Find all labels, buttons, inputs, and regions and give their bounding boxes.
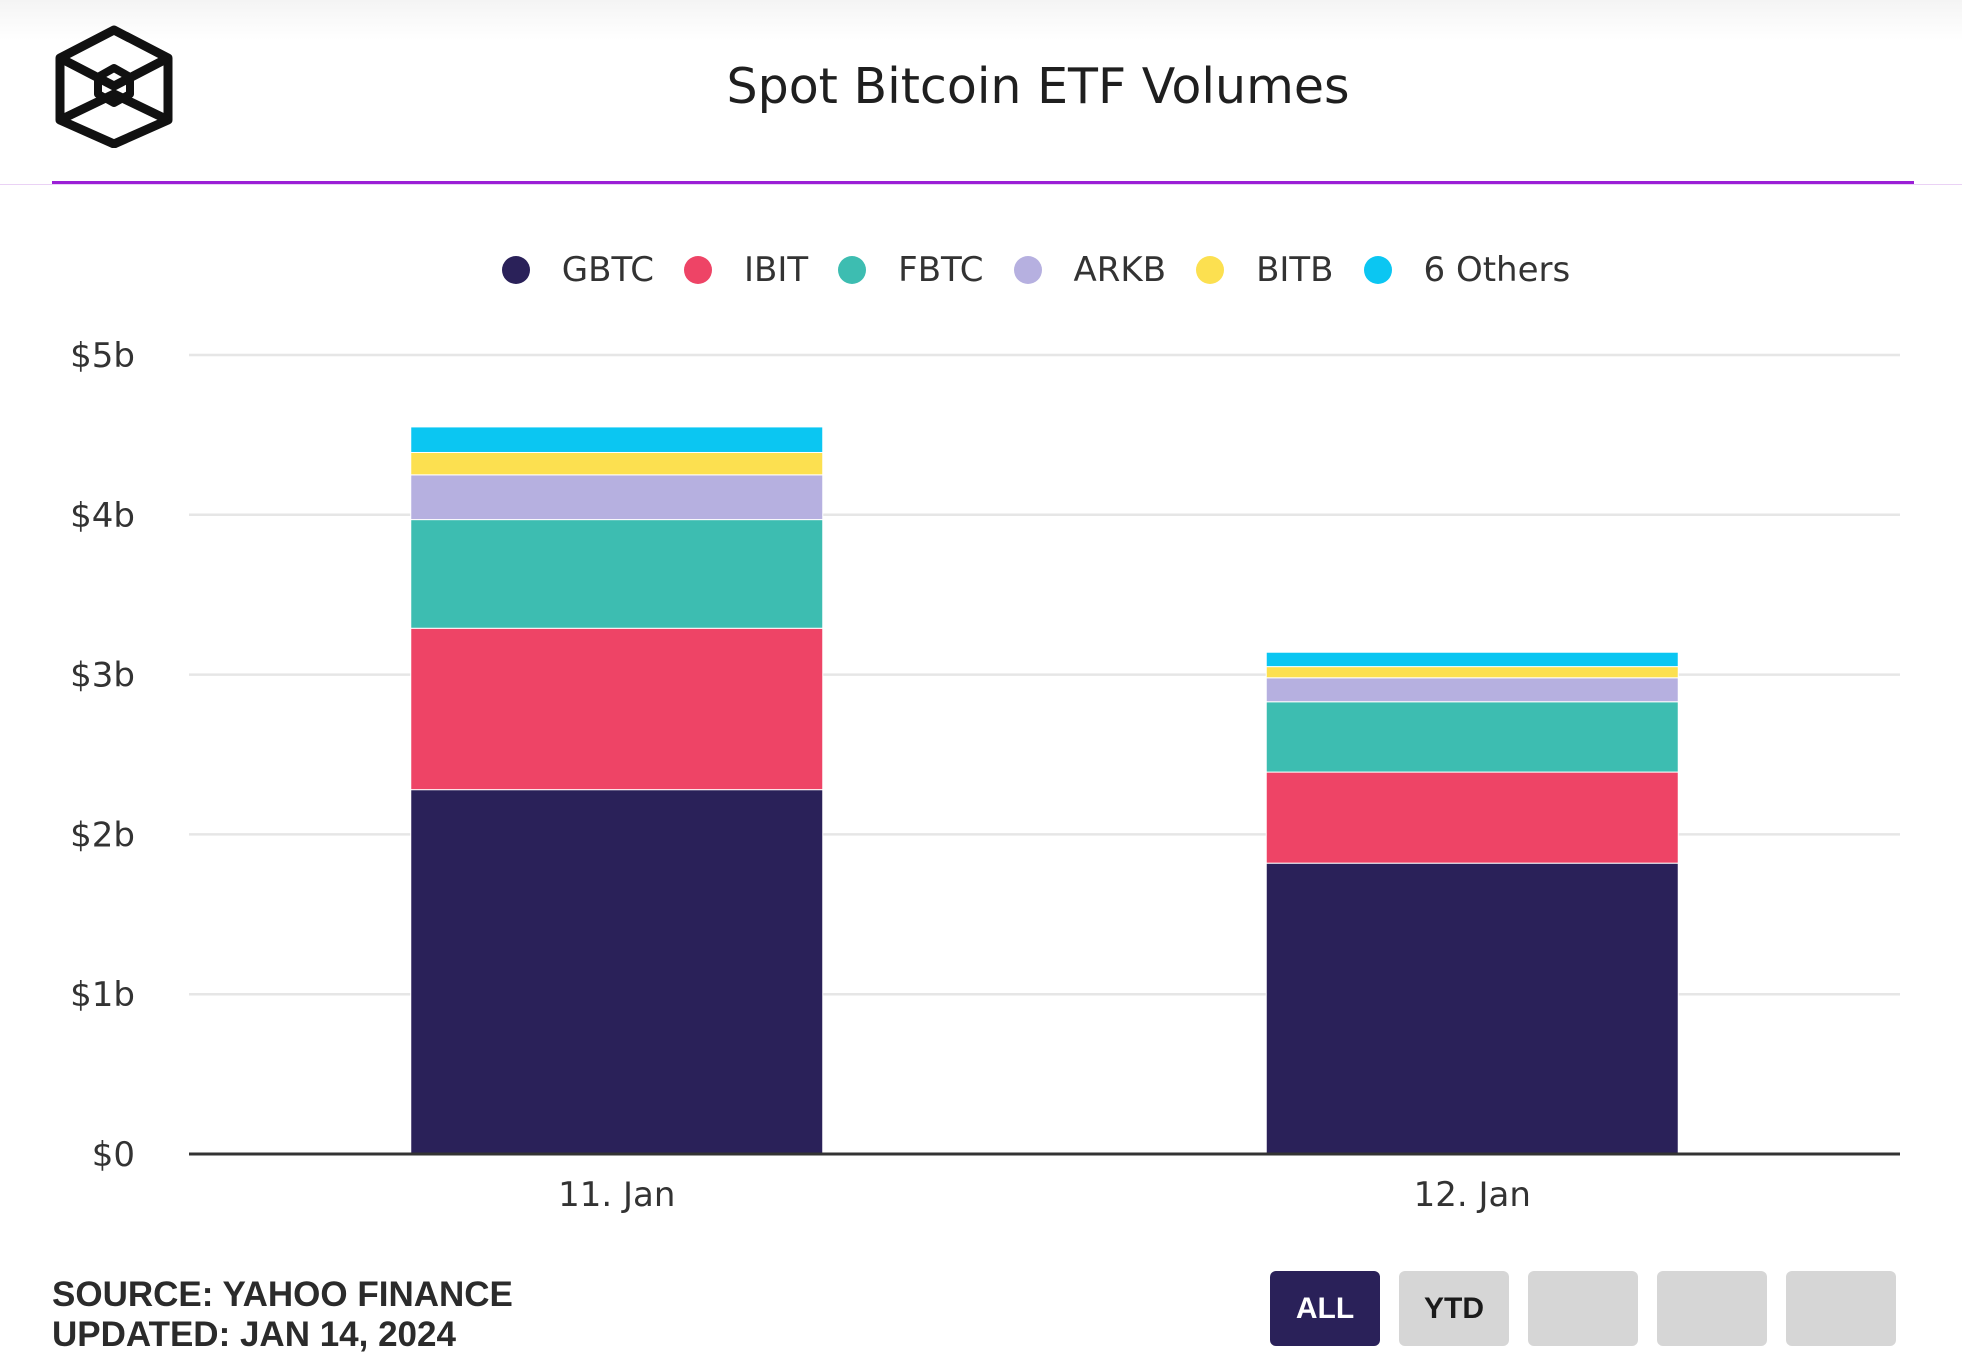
y-tick-label: $2b <box>70 815 135 855</box>
legend-label-fbtc: FBTC <box>898 250 984 290</box>
bar-segment-gbtc[interactable] <box>410 789 824 1155</box>
brand-logo-icon <box>55 25 173 148</box>
title-divider-shadow <box>0 184 1962 185</box>
bar-segment-ibit[interactable] <box>410 627 824 791</box>
title-divider <box>52 181 1914 184</box>
range-button-all[interactable]: ALL <box>1270 1271 1380 1346</box>
legend-label-bitb: BITB <box>1256 250 1334 290</box>
legend-label-ibit: IBIT <box>743 250 809 290</box>
legend-dot-others <box>1363 256 1392 284</box>
y-tick-label: $5b <box>70 336 135 376</box>
legend-item-arkb[interactable]: ARKB <box>1013 250 1167 290</box>
bar-segment-6-others[interactable] <box>1265 651 1679 668</box>
range-button-3[interactable] <box>1528 1271 1638 1346</box>
legend-dot-gbtc <box>501 256 530 284</box>
legend-item-fbtc[interactable]: FBTC <box>838 250 984 290</box>
legend-dot-arkb <box>1013 256 1042 284</box>
legend-item-others[interactable]: 6 Others <box>1363 250 1571 290</box>
legend-label-gbtc: GBTC <box>561 250 654 290</box>
legend-dot-ibit <box>683 256 712 284</box>
y-tick-label: $0 <box>92 1135 135 1175</box>
legend-label-arkb: ARKB <box>1073 250 1167 290</box>
legend-item-gbtc[interactable]: GBTC <box>501 250 654 290</box>
legend-dot-bitb <box>1196 256 1225 284</box>
chart-title: Spot Bitcoin ETF Volumes <box>726 58 1350 115</box>
x-tick-label: 11. Jan <box>558 1175 675 1215</box>
bar-segment-bitb[interactable] <box>410 451 824 476</box>
legend-item-bitb[interactable]: BITB <box>1196 250 1334 290</box>
bar-segment-fbtc[interactable] <box>1265 701 1679 773</box>
bar-segment-6-others[interactable] <box>410 426 824 453</box>
updated-label: UPDATED: JAN 14, 2024 <box>52 1315 456 1354</box>
footer-source: SOURCE: YAHOO FINANCE UPDATED: JAN 14, 2… <box>52 1275 513 1355</box>
bar-segment-fbtc[interactable] <box>410 519 824 629</box>
range-button-ytd[interactable]: YTD <box>1399 1271 1509 1346</box>
chart-header <box>0 0 1962 185</box>
x-tick-label: 12. Jan <box>1414 1175 1531 1215</box>
y-tick-label: $4b <box>70 496 135 536</box>
legend-label-others: 6 Others <box>1423 250 1571 290</box>
legend-dot-fbtc <box>838 256 867 284</box>
bar-segment-bitb[interactable] <box>1265 666 1679 679</box>
bar-segment-gbtc[interactable] <box>1265 862 1679 1155</box>
source-label: SOURCE: YAHOO FINANCE <box>52 1275 513 1314</box>
range-selector: ALL YTD <box>1270 1271 1896 1346</box>
bar-chart: $0 $1b $2b $3b $4b $5b 11. Jan 12. Jan <box>70 336 1900 1215</box>
chart-legend: GBTC IBIT FBTC ARKB BITB 6 Others <box>0 245 1962 295</box>
legend-item-ibit[interactable]: IBIT <box>683 250 809 290</box>
bar-segment-arkb[interactable] <box>1265 677 1679 703</box>
y-tick-label: $3b <box>70 656 135 696</box>
y-tick-label: $1b <box>70 975 135 1015</box>
bar-segment-ibit[interactable] <box>1265 771 1679 864</box>
bar-segment-arkb[interactable] <box>410 474 824 521</box>
range-button-4[interactable] <box>1657 1271 1767 1346</box>
range-button-5[interactable] <box>1786 1271 1896 1346</box>
